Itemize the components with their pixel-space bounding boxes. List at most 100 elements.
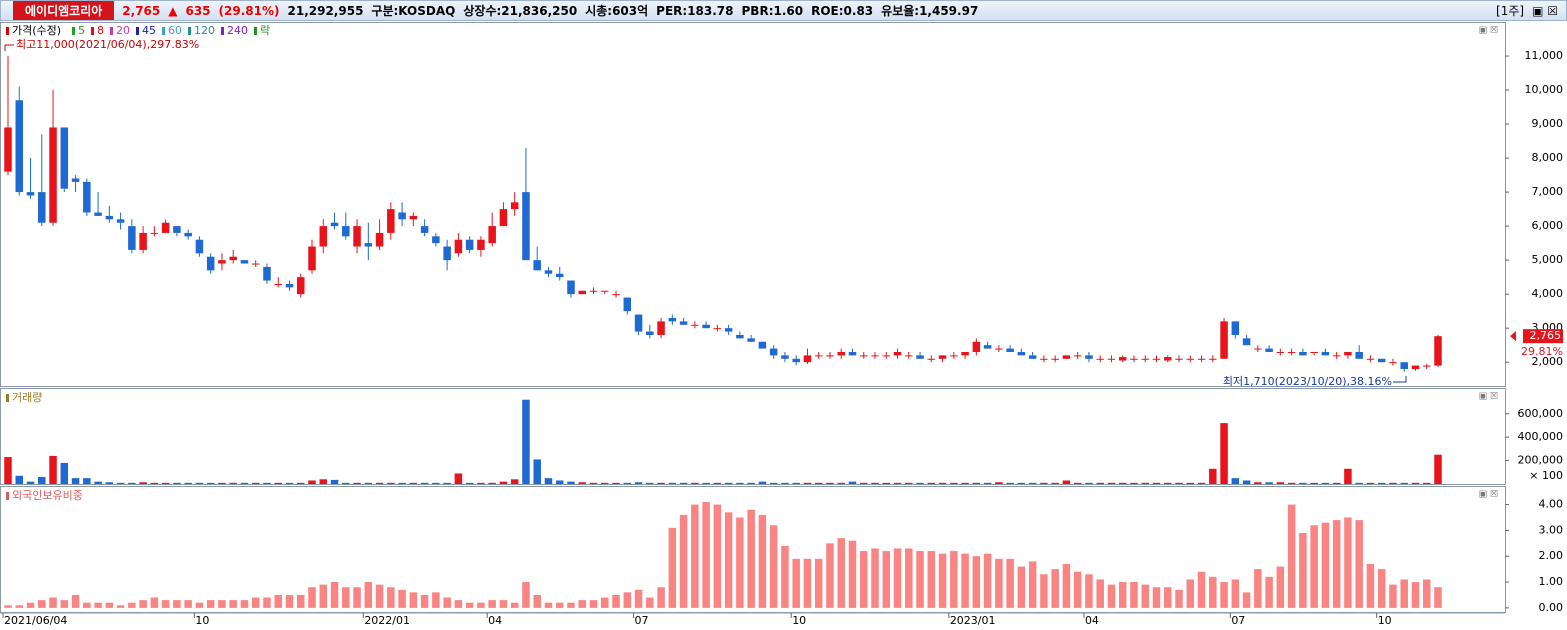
bar <box>1175 589 1183 608</box>
candle-body <box>4 127 12 172</box>
bar <box>533 594 541 608</box>
bar <box>477 482 485 484</box>
x-tick-label: 2022/01 <box>364 614 410 627</box>
candle-body <box>522 192 530 261</box>
last-price-label: 2,765 <box>1530 329 1562 342</box>
bar <box>465 602 474 608</box>
bar <box>1051 569 1059 608</box>
candle-body <box>1118 357 1127 361</box>
bar <box>1287 504 1296 608</box>
bar <box>1332 482 1341 484</box>
candle-body <box>139 232 147 250</box>
bar <box>398 589 406 608</box>
bar <box>1299 532 1307 608</box>
per: PER:183.78 <box>656 3 734 18</box>
candle-body <box>128 226 136 250</box>
bar <box>1085 574 1093 608</box>
bar <box>657 587 665 608</box>
bar <box>308 587 316 608</box>
y-tick-label: 3.00 <box>1539 523 1564 536</box>
bar <box>555 602 564 608</box>
bar <box>251 597 260 608</box>
bar <box>4 605 12 608</box>
candle-body <box>1299 351 1307 356</box>
bar <box>724 482 733 484</box>
candle-body <box>871 355 879 357</box>
bar <box>623 592 632 608</box>
candle-body <box>1209 358 1217 360</box>
bar <box>297 594 305 608</box>
bar <box>15 605 24 608</box>
arrow-up: ▲ <box>168 3 178 18</box>
bar <box>409 592 418 608</box>
candle-body <box>342 226 350 237</box>
y-tick-label: 400,000 <box>1518 430 1564 443</box>
bar <box>1366 563 1375 608</box>
legend-price: 가격(수정) <box>12 24 61 37</box>
bar <box>1287 482 1296 484</box>
y-tick-label: 6,000 <box>1532 219 1564 232</box>
bar <box>499 481 508 484</box>
stock-name[interactable]: 에이디엠코리아 <box>13 1 115 20</box>
bar <box>634 482 643 484</box>
bar <box>375 482 384 484</box>
candle-body <box>477 239 485 250</box>
bar <box>589 482 598 484</box>
bar <box>927 551 936 608</box>
bar <box>814 482 823 484</box>
y-tick-label: 5,000 <box>1532 253 1564 266</box>
candle-body <box>387 209 395 233</box>
bar <box>229 600 237 608</box>
panel-buttons: ▣ ☒ <box>1479 392 1498 402</box>
candle-body <box>465 239 474 250</box>
window-buttons[interactable]: ▣ ☒ <box>1532 3 1558 18</box>
bar <box>1017 566 1026 608</box>
candle-body <box>1310 351 1318 353</box>
bar <box>578 482 587 484</box>
bar <box>905 548 913 608</box>
bar <box>702 482 710 484</box>
bar <box>240 600 249 608</box>
candle-body <box>1152 358 1161 360</box>
period[interactable]: [1주] <box>1496 4 1525 18</box>
candle-body <box>161 222 170 233</box>
bar <box>195 482 204 484</box>
candle-body <box>634 314 643 332</box>
bar <box>1344 468 1352 484</box>
candle-body <box>1389 362 1397 364</box>
candle-body <box>803 355 812 363</box>
bar <box>1299 482 1307 484</box>
bar <box>1118 482 1127 484</box>
bar <box>263 597 271 608</box>
legend-swatch <box>91 27 94 35</box>
bar <box>251 482 260 484</box>
roe: ROE:0.83 <box>811 3 874 18</box>
bar <box>544 478 553 484</box>
bar <box>1040 482 1048 484</box>
candle-body <box>240 260 249 264</box>
candle-body <box>195 239 204 254</box>
bar <box>1254 482 1262 484</box>
legend-swatch <box>110 27 113 35</box>
panel-frame <box>0 388 1506 485</box>
candle-body <box>173 226 181 233</box>
candle-body <box>454 239 463 254</box>
candle-body <box>702 324 710 329</box>
bar <box>1377 482 1386 484</box>
x-tick-label: 07 <box>1231 614 1245 627</box>
bar <box>1209 576 1217 608</box>
candle-body <box>668 317 677 322</box>
candle-body <box>60 127 69 189</box>
x-tick-label: 04 <box>488 614 502 627</box>
bar <box>139 482 147 484</box>
volume: 21,292,955 <box>287 3 364 18</box>
bar <box>1321 482 1330 484</box>
bar <box>679 514 688 608</box>
bar <box>961 553 969 608</box>
bar <box>522 399 530 484</box>
bar <box>420 482 429 484</box>
bar <box>555 480 564 484</box>
candle-body <box>1141 358 1149 360</box>
bar <box>1209 468 1217 484</box>
bar <box>1085 482 1093 484</box>
